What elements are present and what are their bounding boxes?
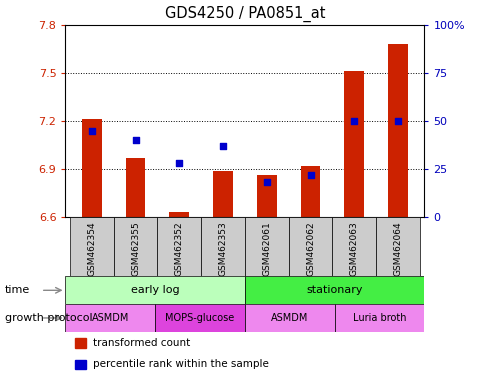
- Bar: [169, 212, 189, 217]
- Text: ASMDM: ASMDM: [91, 313, 129, 323]
- Text: early log: early log: [131, 285, 179, 295]
- Bar: [300, 166, 320, 217]
- Bar: [244, 217, 288, 276]
- Text: percentile rank within the sample: percentile rank within the sample: [93, 359, 269, 369]
- Text: time: time: [5, 285, 30, 295]
- Bar: [388, 44, 407, 217]
- Point: [262, 179, 270, 185]
- Bar: [332, 217, 376, 276]
- Text: GSM462353: GSM462353: [218, 221, 227, 276]
- Point: [131, 137, 139, 143]
- Text: Luria broth: Luria broth: [352, 313, 406, 323]
- Bar: [70, 217, 113, 276]
- Bar: [376, 217, 419, 276]
- Bar: [257, 175, 276, 217]
- Text: stationary: stationary: [306, 285, 362, 295]
- Bar: [201, 217, 244, 276]
- Text: transformed count: transformed count: [93, 338, 190, 348]
- Bar: [82, 119, 101, 217]
- Bar: [125, 158, 145, 217]
- Text: GSM462062: GSM462062: [305, 221, 315, 276]
- Text: growth protocol: growth protocol: [5, 313, 92, 323]
- Text: GSM462354: GSM462354: [87, 221, 96, 276]
- Bar: [244, 304, 334, 332]
- Bar: [244, 276, 424, 304]
- Point: [219, 143, 227, 149]
- Title: GDS4250 / PA0851_at: GDS4250 / PA0851_at: [165, 6, 324, 22]
- Text: GSM462064: GSM462064: [393, 221, 402, 276]
- Point: [88, 127, 95, 134]
- Point: [393, 118, 401, 124]
- Text: MOPS-glucose: MOPS-glucose: [165, 313, 234, 323]
- Text: GSM462063: GSM462063: [349, 221, 358, 276]
- Bar: [65, 276, 244, 304]
- Point: [350, 118, 358, 124]
- Bar: [334, 304, 424, 332]
- Point: [175, 160, 183, 166]
- Point: [306, 172, 314, 178]
- Text: GSM462352: GSM462352: [174, 221, 183, 276]
- Bar: [155, 304, 244, 332]
- Text: GSM462061: GSM462061: [262, 221, 271, 276]
- Bar: [213, 170, 232, 217]
- Bar: [288, 217, 332, 276]
- Text: GSM462355: GSM462355: [131, 221, 140, 276]
- Bar: [113, 217, 157, 276]
- Text: ASMDM: ASMDM: [271, 313, 308, 323]
- Bar: [157, 217, 201, 276]
- Bar: [65, 304, 155, 332]
- Bar: [344, 71, 363, 217]
